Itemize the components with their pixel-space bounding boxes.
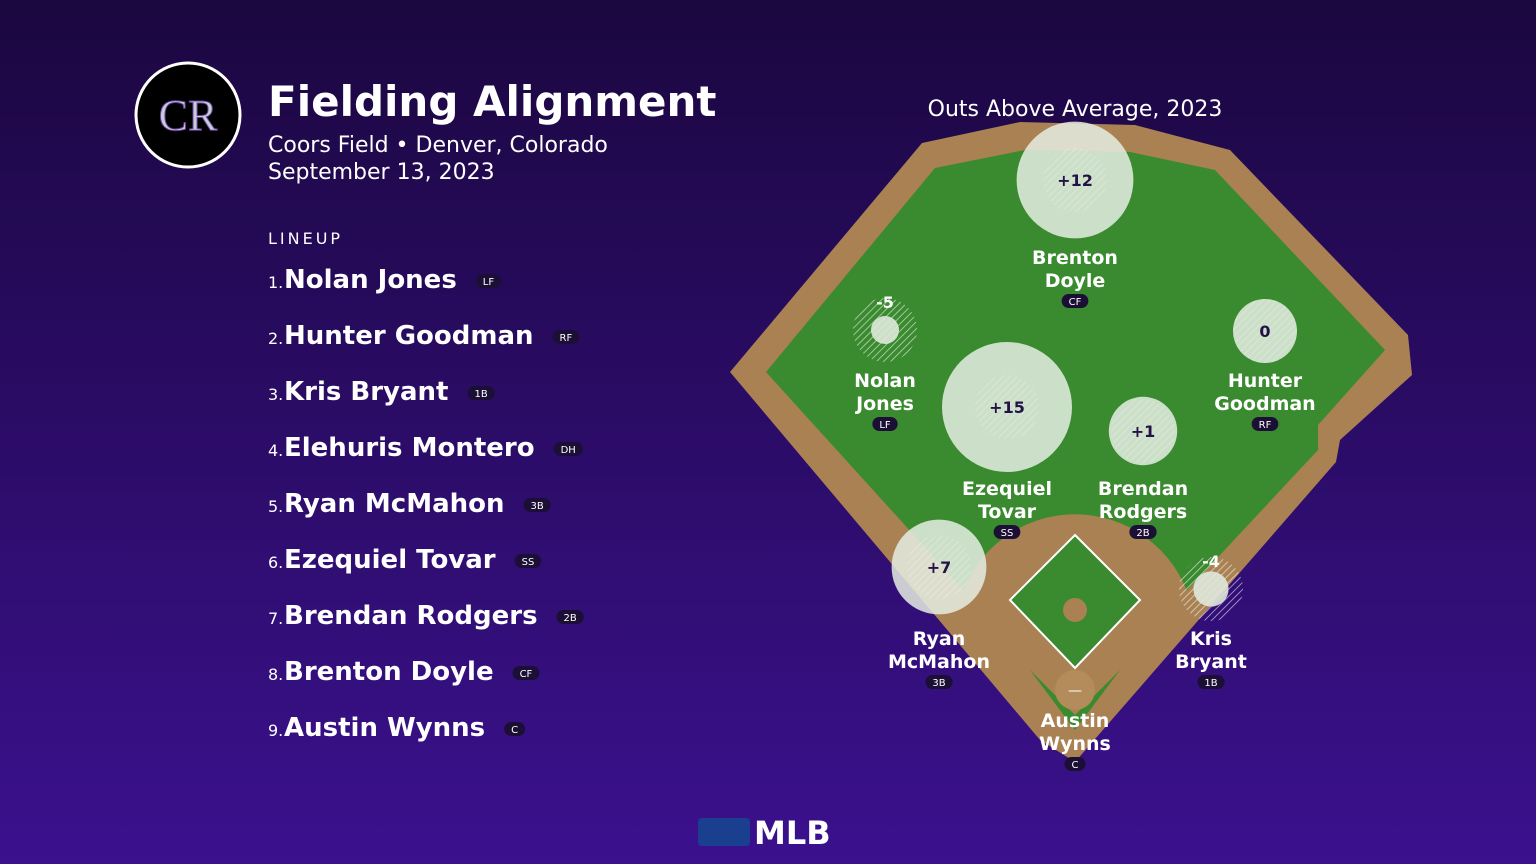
position-badge-text: DH [561,445,576,456]
player-name: Wynns [1039,733,1111,755]
position-badge [512,666,540,680]
player-name: Jones [854,393,914,415]
lineup: 1. Nolan Jones LF 2. Hunter Goodman RF 3. Kris … [268,265,584,743]
position-badge [1197,675,1225,689]
lineup-name: Brendan Rodgers [284,601,538,631]
lineup-order: 4. [268,441,283,460]
position-badge [872,417,898,431]
position-badge [475,274,502,288]
oaa-hatch [1111,399,1175,463]
lineup-order: 3. [268,385,283,404]
position-badge-text: LF [483,277,495,288]
venue: Coors Field • Denver, Colorado [268,133,608,158]
position-badge [553,442,583,456]
position-badge [523,498,551,512]
lineup-heading: LINEUP [268,229,343,248]
lineup-order: 6. [268,553,283,572]
lineup-name: Nolan Jones [284,265,457,295]
lineup-name: Brenton Doyle [284,657,494,687]
team-logo [134,61,242,169]
player-name: Nolan [854,370,916,392]
position-badge-text: 1B [1204,678,1217,689]
mlb-logo: MLB [754,814,831,852]
oaa-label: 0 [1259,322,1270,341]
player-name: McMahon [888,651,990,673]
oaa-circle [871,316,899,344]
position-badge-text: CF [520,669,533,680]
position-badge-text: C [511,725,518,736]
mlb-logo-mark [698,818,750,846]
position-badge-text: 1B [474,389,487,400]
lineup-name: Elehuris Montero [284,433,535,463]
player-name: Ezequiel [962,478,1052,500]
position-badge [504,722,526,736]
player-name: Hunter [1228,370,1303,392]
lineup-name: Kris Bryant [284,377,448,407]
player-name: Goodman [1214,393,1315,415]
player-name: Doyle [1045,270,1106,292]
position-badge [467,386,495,400]
oaa-label: -4 [1202,552,1220,571]
player-name: Brenton [1032,247,1118,269]
position-badge-text: 3B [932,678,945,689]
oaa-label: +15 [989,398,1025,417]
grass [766,150,1385,730]
player-name: Kris [1190,628,1232,650]
lineup-name: Ezequiel Tovar [284,545,496,575]
title: Fielding Alignment [268,77,717,126]
player-name: Ryan [913,628,966,650]
catcher-marker [1055,670,1095,710]
position-badge [1061,294,1089,308]
position-badge-text: SS [1001,528,1014,539]
player-name: Brendan [1098,478,1188,500]
position-badge [1129,525,1157,539]
oaa-hatch [1043,148,1107,212]
oaa-hatch [1233,299,1297,363]
player-name: Bryant [1175,651,1247,673]
position-badge-text: SS [522,557,535,568]
position-badge-text: LF [879,420,891,431]
oaa-hatch [975,375,1039,439]
position-badge [556,610,584,624]
lineup-order: 2. [268,329,283,348]
position-badge [552,330,580,344]
oaa-circle [1193,571,1229,607]
lineup-name: Austin Wynns [284,713,485,743]
oaa-label: +7 [927,558,952,577]
position-badge-text: RF [560,333,573,344]
position-badge [1064,757,1086,771]
oaa-hatch [907,535,971,599]
lineup-order: 5. [268,497,283,516]
player-name: Tovar [978,501,1037,523]
position-badge-text: 2B [564,613,577,624]
position-badge-text: RF [1259,420,1272,431]
position-badge-text: C [1072,760,1079,771]
position-badge [993,525,1021,539]
oaa-label: — [1068,683,1082,699]
team-logo-text: CR [159,91,218,140]
position-badge [1251,417,1279,431]
lineup-order: 1. [268,273,283,292]
position-badge-text: CF [1069,297,1082,308]
player-name: Austin [1041,710,1110,732]
ballpark [730,122,1412,762]
position-badge-text: 2B [1136,528,1149,539]
lineup-name: Ryan McMahon [284,489,505,519]
mound [1063,598,1087,622]
position-badge [925,675,953,689]
oaa-label: +1 [1131,422,1156,441]
lineup-order: 8. [268,665,283,684]
lineup-name: Hunter Goodman [284,321,534,351]
position-badge-text: 3B [531,501,544,512]
position-badge [514,554,542,568]
oaa-label: -5 [876,293,894,312]
lineup-order: 9. [268,721,283,740]
field-title: Outs Above Average, 2023 [928,97,1223,122]
player-name: Rodgers [1099,501,1187,523]
lineup-order: 7. [268,609,283,628]
oaa-label: +12 [1057,171,1093,190]
date: September 13, 2023 [268,160,495,185]
